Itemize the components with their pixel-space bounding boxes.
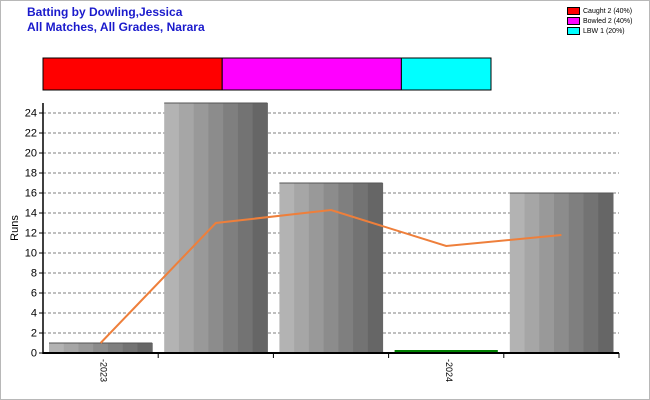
legend-label-lbw: LBW 1 (20%) [583,27,625,35]
legend-item-caught: Caught 2 (40%) [567,6,632,16]
x-tick-label-2023: -2023 [99,359,109,382]
y-tick-label-18: 18 [25,168,37,180]
legend-label-bowled: Bowled 2 (40%) [583,17,633,25]
y-tick-label-16: 16 [25,188,37,200]
y-tick-label-2: 2 [31,328,37,340]
dismissal-segment-caught [42,57,223,91]
bar-inning-5 [509,192,614,353]
y-tick-label-4: 4 [31,308,37,320]
y-tick-label-22: 22 [25,128,37,140]
y-axis-label: Runs [9,215,21,241]
x-tick-label-2024: -2024 [444,359,454,382]
bar-inning-4 [394,350,498,353]
y-tick-label-20: 20 [25,148,37,160]
legend-item-bowled: Bowled 2 (40%) [567,16,632,26]
average-line [99,208,562,344]
y-tick-label-24: 24 [25,108,37,120]
legend-label-caught: Caught 2 (40%) [583,7,633,15]
bar-inning-2 [164,102,268,353]
y-tick-label-6: 6 [31,288,37,300]
legend-swatch-bowled [567,17,580,25]
bar-inning-3 [279,182,384,353]
legend-swatch-lbw [567,27,580,35]
y-tick-label-10: 10 [25,248,37,260]
y-tick-label-8: 8 [31,268,37,280]
legend-swatch-caught [567,7,580,15]
y-tick-label-12: 12 [25,228,37,240]
legend: Caught 2 (40%) Bowled 2 (40%) LBW 1 (20%… [567,6,632,36]
bar-inning-1 [49,342,153,353]
dismissal-segment-bowled [221,57,402,91]
dismissal-segment-lbw [400,57,492,91]
chart-subtitle: All Matches, All Grades, Narara [27,20,205,34]
chart-title: Batting by Dowling,Jessica [27,5,183,19]
legend-item-lbw: LBW 1 (20%) [567,26,632,36]
y-tick-label-0: 0 [31,348,37,360]
y-tick-label-14: 14 [25,208,37,220]
